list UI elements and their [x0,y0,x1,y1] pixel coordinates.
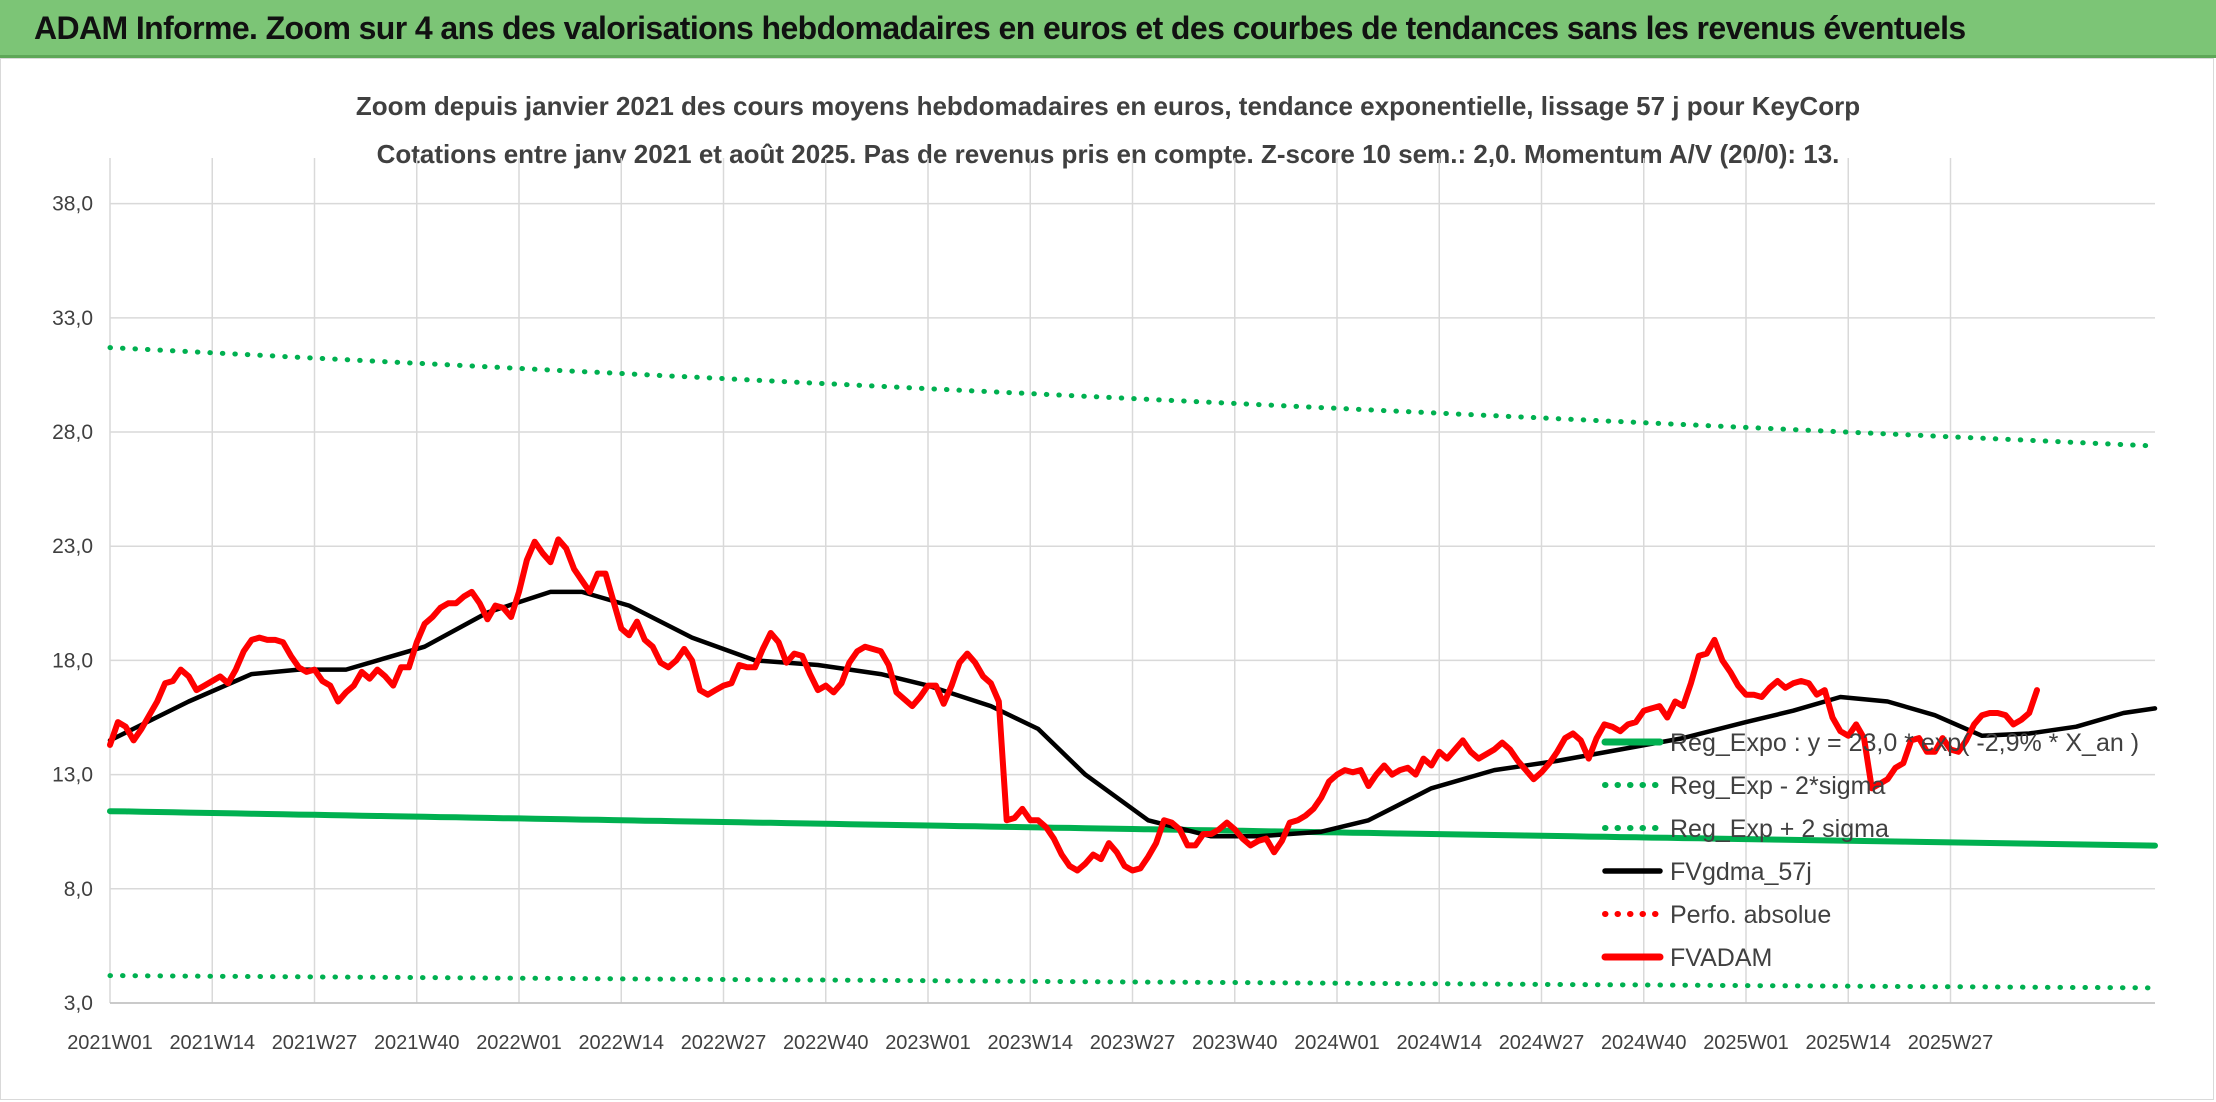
series-line-reg-exp-2-sigma [107,973,2158,991]
chart-title-line2: Cotations entre janv 2021 et août 2025. … [377,139,1840,169]
series-line-reg-exp-2-sigma [107,345,2158,449]
series-line-reg-expo-y-23-0-exp-2-9-x-an [107,808,2158,849]
x-tick-label: 2022W27 [681,1032,767,1054]
x-tick-label: 2025W01 [1703,1032,1789,1054]
x-tick-label: 2022W40 [783,1032,869,1054]
legend-label: FVADAM [1670,944,1772,972]
legend-label: Reg_Expo : y = 23,0 * exp( -2,9% * X_an … [1670,729,2139,757]
chart-frame [0,58,2214,1100]
chart-title-line1: Zoom depuis janvier 2021 des cours moyen… [356,91,1860,121]
y-tick-label: 18,0 [52,649,93,672]
report-banner: ADAM Informe. Zoom sur 4 ans des valoris… [0,0,2216,58]
x-tick-label: 2024W40 [1601,1032,1687,1054]
x-tick-label: 2023W27 [1090,1032,1176,1054]
x-tick-label: 2022W14 [578,1032,664,1054]
legend-label: Perfo. absolue [1670,901,1831,929]
report-title: ADAM Informe. Zoom sur 4 ans des valoris… [34,10,1966,46]
x-tick-label: 2023W14 [987,1032,1073,1054]
y-tick-label: 38,0 [52,193,93,216]
series-line-fvadam [107,536,2040,874]
y-tick-label: 33,0 [52,307,93,330]
x-tick-label: 2021W27 [272,1032,358,1054]
x-tick-label: 2023W01 [885,1032,971,1054]
x-tick-label: 2023W40 [1192,1032,1278,1054]
y-tick-label: 23,0 [52,535,93,558]
legend-label: Reg_Exp - 2*sigma [1670,772,1885,800]
y-tick-label: 13,0 [52,764,93,787]
x-tick-label: 2025W27 [1908,1032,1994,1054]
y-tick-label: 3,0 [64,992,93,1015]
y-tick-label: 8,0 [64,878,93,901]
x-tick-label: 2022W01 [476,1032,562,1054]
x-tick-label: 2021W14 [169,1032,255,1054]
legend-label: Reg_Exp + 2 sigma [1670,815,1889,843]
x-tick-label: 2025W14 [1805,1032,1891,1054]
x-tick-label: 2024W01 [1294,1032,1380,1054]
legend-label: FVgdma_57j [1670,858,1812,886]
y-tick-label: 28,0 [52,421,93,444]
x-tick-label: 2021W40 [374,1032,460,1054]
x-tick-label: 2024W27 [1499,1032,1585,1054]
x-tick-label: 2024W14 [1396,1032,1482,1054]
x-tick-label: 2021W01 [67,1032,153,1054]
